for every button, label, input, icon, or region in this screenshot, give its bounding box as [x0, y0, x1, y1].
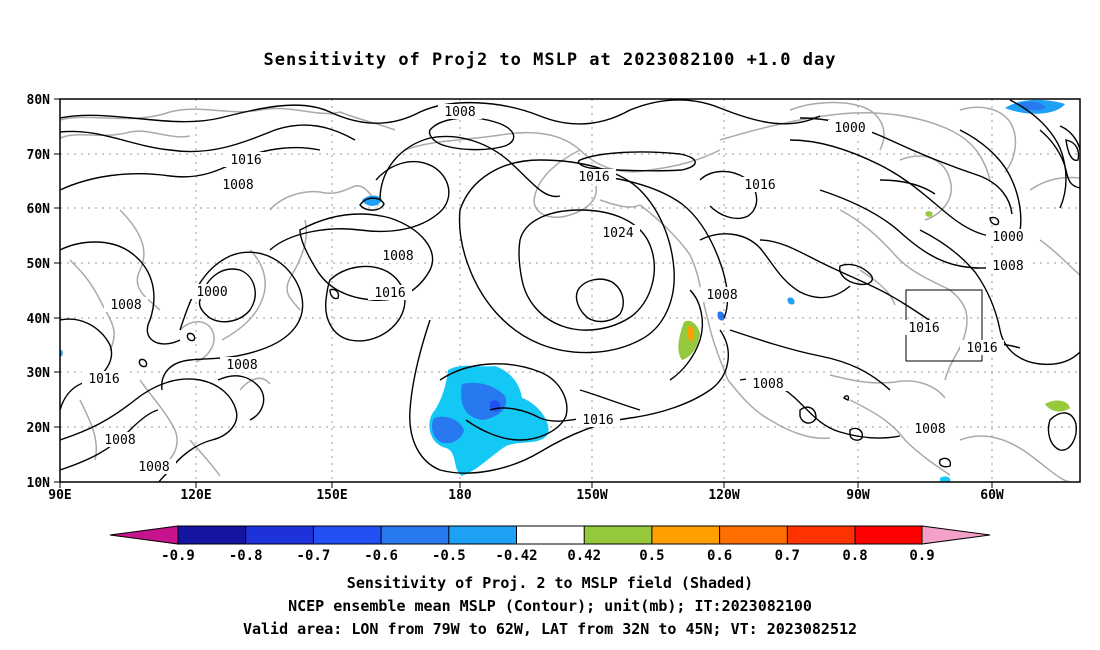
contour-label: 1008: [216, 177, 260, 193]
colorbar-bin: [448, 526, 517, 544]
lat-label-40n: 40N: [27, 312, 51, 327]
contour-label: 1024: [596, 225, 640, 241]
colorbar-label: -0.6: [364, 548, 398, 564]
colorbar-over-triangle: [921, 525, 991, 545]
contour-labels: 1008 1016 1008 1008 1000 1008 1016 1016 …: [0, 0, 1030, 483]
colorbar-bin: [584, 526, 652, 544]
chart-title: Sensitivity of Proj2 to MSLP at 20230821…: [263, 50, 837, 70]
svg-text:1000: 1000: [992, 230, 1023, 245]
lon-label-120e: 120E: [180, 488, 211, 503]
svg-text:1016: 1016: [374, 286, 405, 301]
svg-text:1008: 1008: [382, 249, 413, 264]
svg-text:1016: 1016: [88, 372, 119, 387]
svg-text:1008: 1008: [444, 105, 475, 120]
svg-text:1008: 1008: [706, 288, 737, 303]
svg-text:1016: 1016: [744, 178, 775, 193]
contour-label: 1008: [908, 421, 952, 437]
colorbar-bin: [178, 526, 246, 544]
contour-label: 1000: [828, 120, 872, 136]
contour-label: 1016: [960, 340, 1004, 356]
svg-text:1000: 1000: [196, 285, 227, 300]
contour-label: 1008: [376, 248, 420, 264]
contour-label: 1008: [132, 459, 176, 475]
svg-text:1016: 1016: [908, 321, 939, 336]
svg-text:1008: 1008: [110, 298, 141, 313]
colorbar-bin: [313, 526, 382, 544]
svg-text:1016: 1016: [582, 413, 613, 428]
colorbar-label: -0.9: [161, 548, 195, 564]
svg-text:1008: 1008: [992, 259, 1023, 274]
lon-label-150w: 150W: [576, 488, 607, 503]
svg-text:1016: 1016: [578, 170, 609, 185]
lat-label-20n: 20N: [27, 421, 51, 436]
plot-frame: [59, 98, 1081, 483]
lat-axis: 80N 70N 60N 50N 40N 30N 20N 10N: [27, 93, 60, 491]
colorbar-label: -0.5: [432, 548, 466, 564]
colorbar: -0.9 -0.8 -0.7 -0.6 -0.5 -0.42 0.42 0.5 …: [109, 525, 991, 564]
colorbar-label: 0.6: [707, 548, 732, 564]
contour-label: 1008: [220, 357, 264, 373]
svg-text:1008: 1008: [226, 358, 257, 373]
colorbar-under-triangle: [109, 525, 179, 545]
svg-text:1024: 1024: [602, 226, 633, 241]
colorbar-label: -0.7: [297, 548, 331, 564]
colorbar-label: 0.9: [909, 548, 934, 564]
contour-label: 1000: [190, 284, 234, 300]
svg-text:1000: 1000: [834, 121, 865, 136]
lat-label-10n: 10N: [27, 476, 51, 491]
lat-label-60n: 60N: [27, 202, 51, 217]
footer-line-3: Valid area: LON from 79W to 62W, LAT fro…: [242, 620, 858, 638]
svg-text:1008: 1008: [104, 433, 135, 448]
contour-label: 1008: [0, 0, 55, 483]
contour-label: 1016: [82, 371, 126, 387]
contour-label: 1016: [224, 152, 268, 168]
lat-label-50n: 50N: [27, 257, 51, 272]
contour-label: 1016: [576, 412, 620, 428]
colorbar-label: -0.42: [495, 548, 537, 564]
svg-text:1008: 1008: [138, 460, 169, 475]
lat-label-70n: 70N: [27, 148, 51, 163]
colorbar-bin: [651, 526, 720, 544]
colorbar-label: -0.8: [229, 548, 263, 564]
sensitivity-shading: [60, 99, 1070, 482]
contour-label: 1008: [746, 376, 790, 392]
svg-text:1008: 1008: [222, 178, 253, 193]
colorbar-label: 0.5: [639, 548, 664, 564]
colorbar-bin: [719, 526, 788, 544]
lat-label-30n: 30N: [27, 366, 51, 381]
colorbar-bin: [516, 526, 585, 544]
colorbar-label: 0.7: [775, 548, 800, 564]
lon-label-180: 180: [448, 488, 472, 503]
lon-label-90e: 90E: [48, 488, 71, 503]
contour-label: 1008: [438, 104, 482, 120]
svg-text:1008: 1008: [914, 422, 945, 437]
footer-line-2: NCEP ensemble mean MSLP (Contour); unit(…: [288, 597, 812, 615]
colorbar-label: 0.42: [567, 548, 601, 564]
lon-label-120w: 120W: [708, 488, 739, 503]
svg-text:1008: 1008: [752, 377, 783, 392]
contour-label: 1008: [104, 297, 148, 313]
contour-label: 1008: [986, 258, 1030, 274]
contour-label: 1000: [986, 229, 1030, 245]
contour-label: 1016: [572, 169, 616, 185]
colorbar-bin: [855, 526, 922, 544]
lon-axis: 90E 120E 150E 180 150W 120W 90W 60W: [48, 482, 1004, 503]
colorbar-bin: [245, 526, 314, 544]
contour-label: 1008: [700, 287, 744, 303]
contour-label: 1016: [368, 285, 412, 301]
lon-label-150e: 150E: [316, 488, 347, 503]
svg-text:1016: 1016: [230, 153, 261, 168]
contour-label: 1016: [738, 177, 782, 193]
colorbar-label: 0.8: [842, 548, 867, 564]
lon-label-90w: 90W: [846, 488, 870, 503]
lat-label-80n: 80N: [27, 93, 51, 108]
colorbar-bin: [787, 526, 855, 544]
colorbar-bin: [381, 526, 449, 544]
footer-line-1: Sensitivity of Proj. 2 to MSLP field (Sh…: [346, 574, 754, 592]
lon-label-60w: 60W: [980, 488, 1004, 503]
contour-label: 1008: [98, 432, 142, 448]
contour-label: 1016: [902, 320, 946, 336]
svg-text:1016: 1016: [966, 341, 997, 356]
